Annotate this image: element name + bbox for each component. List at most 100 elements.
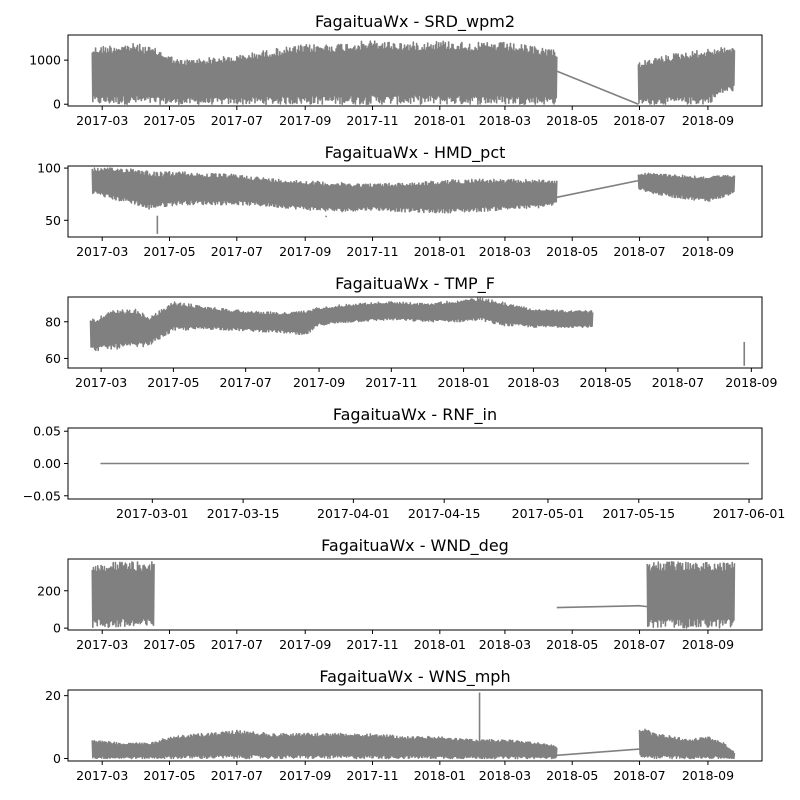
series — [91, 167, 736, 234]
x-tick-label: 2018-07 — [613, 637, 665, 652]
x-tick-label: 2018-03 — [479, 637, 531, 652]
plot-frame — [67, 165, 763, 238]
series — [91, 561, 736, 629]
x-tick-label: 2017-11 — [346, 113, 398, 128]
series-dense-segment — [91, 729, 558, 760]
x-tick-label: 2017-05 — [143, 244, 195, 259]
series-gap-line — [556, 604, 648, 609]
x-tick-label: 2017-04-15 — [408, 506, 481, 521]
x-tick-label: 2017-04-01 — [317, 506, 390, 521]
x-tick-label: 2018-07 — [652, 375, 704, 390]
x-tick-label: 2018-05 — [546, 768, 598, 783]
x-tick-label: 2018-09 — [682, 768, 734, 783]
x-tick-label: 2017-03 — [76, 113, 128, 128]
subplot-5: FagaituaWx - WND_deg 2017-03 2017-05 2017-0… — [37, 536, 763, 652]
series-dense-segment — [91, 561, 155, 629]
subplot-6: FagaituaWx - WNS_mph 2017-03 2017-05 2017-0… — [45, 667, 763, 783]
subplot-title: FagaituaWx - WND_deg — [321, 536, 509, 556]
series-gap-line — [556, 70, 639, 105]
x-tick-label: 2017-05-15 — [602, 506, 675, 521]
subplot-title: FagaituaWx - RNF_in — [333, 405, 497, 425]
y-tick-label: 20 — [45, 688, 61, 703]
x-tick-label: 2017-05 — [143, 768, 195, 783]
x-tick-label: 2018-05 — [546, 113, 598, 128]
x-tick-label: 2018-07 — [613, 768, 665, 783]
series-gap-line — [556, 179, 639, 199]
y-tick-label: 1000 — [29, 53, 61, 68]
subplot-3: FagaituaWx - TMP_F 2017-03 2017-05 2017-07 2… — [45, 274, 777, 390]
x-tick-label: 2017-09 — [279, 637, 331, 652]
subplot-1: FagaituaWx - SRD_wpm2 2017-03 2017-05 2017-… — [29, 12, 763, 128]
x-tick-label: 2018-03 — [479, 768, 531, 783]
subplot-title: FagaituaWx - SRD_wpm2 — [315, 12, 515, 32]
x-tick-label: 2017-05 — [143, 113, 195, 128]
series-dense-segment — [89, 297, 594, 352]
x-tick-label: 2017-11 — [346, 768, 398, 783]
y-tick-label: 0 — [53, 97, 61, 112]
x-tick-label: 2017-03-01 — [116, 506, 189, 521]
x-tick-label: 2017-07 — [211, 637, 263, 652]
x-tick-label: 2017-07 — [211, 113, 263, 128]
x-tick-label: 2017-03 — [76, 244, 128, 259]
x-tick-label: 2018-09 — [682, 244, 734, 259]
x-tick-label: 2017-05 — [143, 637, 195, 652]
x-tick-label: 2017-09 — [293, 375, 345, 390]
y-tick-label: −0.05 — [23, 488, 61, 503]
x-tick-label: 2018-01 — [414, 637, 466, 652]
x-tick-label: 2018-09 — [725, 375, 777, 390]
x-tick-label: 2017-07 — [220, 375, 272, 390]
subplot-title: FagaituaWx - TMP_F — [335, 274, 495, 294]
y-tick-label: 0.00 — [33, 456, 61, 471]
x-tick-label: 2017-03 — [76, 768, 128, 783]
x-tick-label: 2017-07 — [211, 244, 263, 259]
x-tick-label: 2018-01 — [414, 113, 466, 128]
y-tick-label: 100 — [37, 161, 61, 176]
y-tick-label: 60 — [45, 351, 61, 366]
series — [91, 692, 736, 760]
y-tick-label: 0 — [53, 751, 61, 766]
x-tick-label: 2017-05 — [147, 375, 199, 390]
series-dense-segment — [646, 561, 736, 629]
series-gap-line — [556, 748, 640, 757]
x-tick-label: 2018-01 — [414, 768, 466, 783]
series-dense-segment — [91, 167, 558, 214]
x-tick-label: 2018-03 — [479, 113, 531, 128]
x-tick-label: 2017-05-01 — [512, 506, 585, 521]
y-tick-label: 50 — [45, 213, 61, 228]
x-tick-label: 2018-09 — [682, 637, 734, 652]
x-tick-label: 2017-09 — [279, 768, 331, 783]
x-tick-label: 2017-11 — [365, 375, 417, 390]
series-dense-segment — [91, 40, 558, 106]
x-tick-label: 2018-07 — [613, 113, 665, 128]
subplot-title: FagaituaWx - HMD_pct — [325, 143, 506, 163]
x-tick-label: 2018-01 — [437, 375, 489, 390]
x-tick-label: 2018-05 — [546, 637, 598, 652]
plot-frame — [67, 558, 763, 631]
series-dense-segment — [637, 172, 736, 202]
series-dense-segment — [637, 46, 736, 105]
plot-frame — [67, 689, 763, 762]
y-tick-label: 80 — [45, 314, 61, 329]
y-tick-label: 0 — [53, 621, 61, 636]
subplot-title: FagaituaWx - WNS_mph — [319, 667, 510, 687]
x-tick-label: 2017-03 — [75, 375, 127, 390]
x-tick-label: 2017-11 — [346, 244, 398, 259]
x-tick-label: 2017-06-01 — [713, 506, 786, 521]
plot-frame — [67, 296, 763, 369]
subplot-4: FagaituaWx - RNF_in 2017-03-01 2017-03-15 2… — [23, 405, 786, 521]
x-tick-label: 2017-03 — [76, 637, 128, 652]
x-tick-label: 2017-11 — [346, 637, 398, 652]
x-tick-label: 2017-09 — [279, 113, 331, 128]
x-tick-label: 2018-09 — [682, 113, 734, 128]
y-tick-label: 0.05 — [33, 424, 61, 439]
x-tick-label: 2018-01 — [414, 244, 466, 259]
series — [89, 297, 746, 366]
x-tick-label: 2018-03 — [479, 244, 531, 259]
y-tick-label: 200 — [37, 583, 61, 598]
x-tick-label: 2017-03-15 — [207, 506, 280, 521]
x-tick-label: 2018-03 — [507, 375, 559, 390]
x-tick-label: 2017-07 — [211, 768, 263, 783]
series — [91, 40, 736, 106]
subplot-2: FagaituaWx - HMD_pct 2017-03 2017-05 2017-0… — [37, 143, 763, 259]
